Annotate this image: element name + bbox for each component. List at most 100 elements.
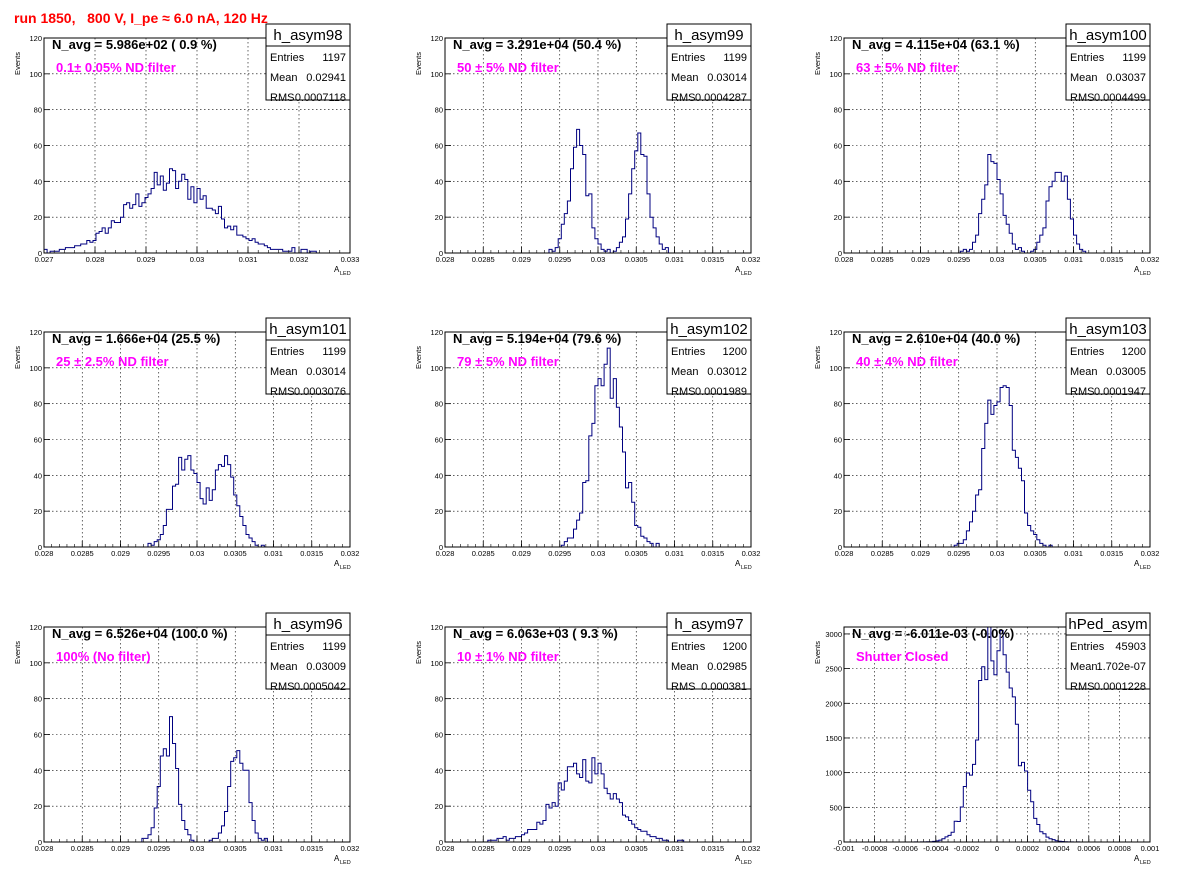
x-tick-label: 0.028: [835, 255, 854, 264]
y-tick-label: 2000: [825, 699, 842, 708]
x-tick-label: 0.001: [1141, 844, 1160, 853]
x-tick-label: 0.03: [190, 844, 205, 853]
x-tick-label: 0.0305: [1024, 255, 1047, 264]
x-tick-label: 0.028: [35, 549, 54, 558]
y-tick-label: 3000: [825, 630, 842, 639]
filter-note: 10 ± 1% ND filter: [457, 649, 559, 664]
x-tick-label: 0.029: [512, 549, 531, 558]
x-tick-label: 0.03: [190, 549, 205, 558]
x-tick-label: -0.0004: [923, 844, 948, 853]
histogram-name: h_asym102: [670, 321, 748, 338]
navg-label: N_avg = 6.063e+03 ( 9.3 %): [453, 626, 618, 641]
stats-label: Mean: [671, 72, 699, 84]
stats-value: 0.03009: [306, 661, 346, 673]
y-tick-label: 100: [430, 659, 443, 668]
y-tick-label: 0: [38, 543, 42, 552]
stats-value: 0.03005: [1106, 366, 1146, 378]
stats-box: [1065, 23, 1151, 101]
x-tick-label: 0.029: [111, 844, 130, 853]
x-axis-label-subscript: LED: [1140, 271, 1151, 277]
y-tick-label: 40: [34, 766, 42, 775]
x-tick-label: 0.032: [742, 255, 761, 264]
x-axis-label: A: [334, 854, 340, 863]
stats-label: Mean: [671, 661, 699, 673]
stats-label: Entries: [1070, 641, 1105, 653]
x-tick-label: 0.0315: [701, 549, 724, 558]
stats-value: 1197: [322, 52, 346, 64]
stats-label: RMS: [270, 92, 294, 104]
y-tick-label: 40: [435, 766, 443, 775]
x-axis-label: A: [1134, 265, 1140, 274]
x-axis-label: A: [735, 265, 741, 274]
y-tick-label: 100: [430, 70, 443, 79]
stats-label: RMS: [270, 386, 294, 398]
stats-value: 1200: [723, 641, 747, 653]
run-title: run 1850, 800 V, I_pe ≈ 6.0 nA, 120 Hz: [14, 10, 268, 26]
histogram-panel-h_asym102: 0.028 0.0285 0.029 0.0295 0.03 0.0305 0.031 0.0…: [414, 317, 760, 571]
x-axis-label: A: [1134, 559, 1140, 568]
stats-value: 1200: [723, 346, 747, 358]
x-tick-label: 0.0315: [701, 255, 724, 264]
y-tick-label: 60: [435, 142, 443, 151]
x-tick-label: 0.0305: [625, 844, 648, 853]
stats-value: 0.0005042: [294, 681, 346, 693]
histogram-panel-h_asym101: 0.028 0.0285 0.029 0.0295 0.03 0.0305 0.031 0.0…: [13, 317, 359, 571]
y-tick-label: 0: [38, 249, 42, 258]
y-tick-label: 40: [435, 471, 443, 480]
y-tick-label: 120: [829, 34, 842, 43]
stats-label: Mean: [671, 366, 699, 378]
y-tick-label: 80: [435, 695, 443, 704]
x-tick-label: 0.028: [436, 255, 455, 264]
filter-note: Shutter Closed: [856, 649, 949, 664]
y-tick-label: 0: [38, 838, 42, 847]
histogram-name: hPed_asym: [1068, 616, 1147, 633]
stats-value: 0.03014: [306, 366, 346, 378]
x-axis-label: A: [735, 559, 741, 568]
y-tick-label: 500: [829, 803, 842, 812]
histogram-panel-h_asym103: 0.028 0.0285 0.029 0.0295 0.03 0.0305 0.031 0.0…: [813, 317, 1159, 571]
stats-label: Entries: [671, 52, 706, 64]
x-axis-label-subscript: LED: [741, 860, 752, 866]
y-tick-label: 0: [439, 543, 443, 552]
x-tick-label: 0.032: [341, 844, 360, 853]
x-tick-label: 0.031: [665, 549, 684, 558]
y-axis-label: Events: [13, 52, 22, 75]
filter-note: 25 ± 2.5% ND filter: [56, 354, 169, 369]
x-tick-label: 0.029: [111, 549, 130, 558]
x-axis-label-subscript: LED: [340, 271, 351, 277]
y-axis-label: Events: [414, 641, 423, 664]
y-tick-label: 120: [29, 328, 42, 337]
stats-value: 1199: [723, 52, 747, 64]
stats-label: Entries: [1070, 346, 1105, 358]
stats-value: 1199: [322, 641, 346, 653]
y-tick-label: 100: [430, 364, 443, 373]
y-tick-label: 20: [435, 213, 443, 222]
filter-note: 50 ± 5% ND filter: [457, 60, 559, 75]
histogram-panel-h_asym96: 0.028 0.0285 0.029 0.0295 0.03 0.0305 0.031 0.0…: [13, 612, 360, 866]
stats-box: [265, 23, 351, 101]
x-tick-label: 0: [995, 844, 999, 853]
x-tick-label: 0.03: [591, 844, 606, 853]
stats-label: Entries: [270, 346, 305, 358]
x-tick-label: 0.0006: [1077, 844, 1100, 853]
histogram-panel-h_asym97: 0.028 0.0285 0.029 0.0295 0.03 0.0305 0.031 0.0…: [414, 612, 760, 866]
x-tick-label: 0.0285: [71, 844, 94, 853]
y-tick-label: 120: [430, 328, 443, 337]
y-tick-label: 20: [834, 507, 842, 516]
x-tick-label: 0.027: [35, 255, 54, 264]
y-tick-label: 80: [34, 400, 42, 409]
x-tick-label: 0.0315: [300, 549, 323, 558]
x-tick-label: 0.0285: [472, 844, 495, 853]
histogram-panel-hPed_asym: -0.001 -0.0008 -0.0006 -0.0004 -0.0002 0 0.000…: [813, 612, 1160, 866]
y-tick-label: 120: [29, 34, 42, 43]
y-axis-label: Events: [813, 346, 822, 369]
x-tick-label: 0.031: [1064, 255, 1083, 264]
x-tick-label: 0.0295: [147, 844, 170, 853]
stats-label: Entries: [270, 52, 305, 64]
y-tick-label: 80: [834, 106, 842, 115]
y-tick-label: 20: [34, 507, 42, 516]
x-axis-label: A: [1134, 854, 1140, 863]
x-tick-label: 0.03: [990, 549, 1005, 558]
navg-label: N_avg = -6.011e-03 (-0.0%): [852, 626, 1014, 641]
y-tick-label: 60: [435, 436, 443, 445]
